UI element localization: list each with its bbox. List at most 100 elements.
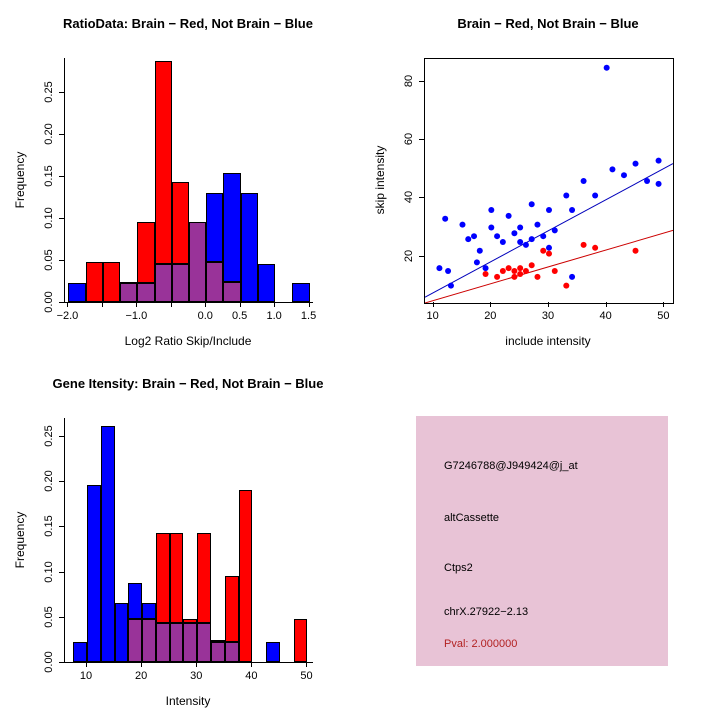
- gene-histogram-plot-area: [64, 418, 313, 663]
- data-point: [609, 166, 616, 173]
- locus-text: chrX.27922−2.13: [444, 606, 529, 618]
- x-tick: [170, 302, 172, 307]
- histogram-bar-overlap: [211, 642, 225, 662]
- y-tick-label: 0.10: [43, 560, 55, 583]
- histogram-bar-brain: [154, 61, 172, 265]
- y-tick-label: 0.25: [43, 80, 55, 103]
- y-tick: [419, 197, 424, 199]
- histogram-bar-notbrain: [292, 283, 310, 302]
- data-point: [592, 244, 599, 251]
- histogram-bar-brain: [102, 261, 121, 302]
- y-tick: [59, 616, 64, 618]
- x-tick-label: 20: [484, 310, 497, 322]
- y-tick: [59, 217, 64, 219]
- y-tick-label: 20: [403, 249, 415, 262]
- histogram-bar-overlap: [206, 261, 224, 302]
- brain-fit-line: [425, 229, 673, 303]
- y-tick: [419, 255, 424, 257]
- data-point: [551, 268, 558, 275]
- x-tick: [306, 662, 308, 667]
- histogram-bar-overlap: [183, 623, 198, 662]
- y-tick-label: 0.20: [43, 470, 55, 492]
- scatter-plot-area: [424, 58, 674, 304]
- gene-name-text: Ctps2: [444, 562, 473, 574]
- data-point: [482, 265, 489, 272]
- x-tick: [251, 662, 253, 667]
- data-point: [528, 236, 535, 243]
- histogram-bar-brain: [171, 181, 189, 265]
- histogram-bar-overlap: [154, 264, 172, 302]
- ratio-histogram-title: RatioData: Brain − Red, Not Brain − Blue: [63, 16, 313, 31]
- data-point: [563, 192, 570, 199]
- y-tick-label: 0.10: [43, 207, 55, 229]
- data-point: [459, 221, 466, 228]
- histogram-bar-notbrain: [68, 283, 86, 302]
- histogram-bar-overlap: [189, 222, 207, 302]
- data-point: [540, 247, 547, 254]
- y-tick-label: 60: [403, 133, 415, 146]
- histogram-bar-overlap: [224, 642, 239, 662]
- y-tick-label: 0.05: [43, 249, 55, 271]
- x-tick: [663, 302, 665, 307]
- x-tick-label: 40: [245, 670, 258, 682]
- data-point: [505, 265, 512, 272]
- data-point: [528, 262, 535, 269]
- x-tick-label: 1.0: [266, 310, 282, 322]
- histogram-bar-brain: [211, 640, 225, 643]
- scatter-xlabel: include intensity: [505, 334, 591, 348]
- y-tick: [59, 436, 64, 438]
- histogram-bar-overlap: [155, 623, 170, 662]
- x-tick: [239, 302, 241, 307]
- y-tick: [59, 175, 64, 177]
- data-point: [569, 273, 576, 280]
- x-tick-label: 10: [79, 670, 93, 682]
- histogram-bar-notbrain: [266, 642, 280, 662]
- data-point: [522, 241, 529, 248]
- histogram-bar-brain: [120, 281, 138, 284]
- data-point: [632, 160, 639, 167]
- y-tick: [419, 81, 424, 83]
- data-point: [517, 239, 524, 245]
- info-panel: G7246788@J949424@j_at altCassette Ctps2 …: [416, 416, 668, 666]
- x-tick: [490, 302, 492, 307]
- scatter-title: Brain − Red, Not Brain − Blue: [457, 16, 639, 31]
- data-point: [476, 247, 483, 254]
- data-point: [436, 265, 443, 272]
- data-point: [563, 282, 570, 289]
- data-point: [482, 270, 489, 277]
- x-tick-label: 50: [300, 670, 313, 682]
- x-tick: [101, 302, 103, 307]
- y-tick-label: 80: [403, 75, 415, 88]
- data-point: [499, 239, 506, 245]
- y-tick: [59, 526, 64, 528]
- data-point: [442, 215, 449, 222]
- y-tick-label: 0.00: [43, 651, 55, 673]
- data-point: [471, 233, 478, 240]
- x-tick-label: −2.0: [56, 310, 79, 322]
- data-point: [488, 224, 495, 231]
- x-tick: [205, 302, 207, 307]
- x-tick: [86, 662, 88, 667]
- histogram-bar-brain: [183, 618, 198, 624]
- data-point: [580, 178, 587, 184]
- x-tick-label: 10: [426, 310, 439, 322]
- panel-ratio-histogram: RatioData: Brain − Red, Not Brain − Blue…: [0, 0, 360, 360]
- histogram-bar-brain: [238, 490, 253, 662]
- histogram-bar-overlap: [128, 618, 143, 662]
- histogram-bar-overlap: [142, 618, 156, 662]
- data-point: [620, 172, 627, 179]
- histogram-bar-notbrain: [257, 264, 276, 302]
- x-tick-label: 30: [541, 310, 555, 322]
- data-point: [592, 192, 599, 199]
- y-tick-label: 0.15: [43, 165, 55, 187]
- y-tick-label: 0.05: [43, 606, 55, 628]
- data-point: [546, 244, 552, 251]
- y-tick-label: 0.25: [43, 425, 55, 447]
- data-point: [505, 212, 512, 219]
- data-point: [534, 221, 541, 228]
- y-tick: [59, 259, 64, 261]
- data-point: [522, 268, 529, 275]
- histogram-bar-brain: [197, 532, 212, 624]
- scatter-canvas: [425, 64, 673, 303]
- x-tick: [432, 302, 434, 307]
